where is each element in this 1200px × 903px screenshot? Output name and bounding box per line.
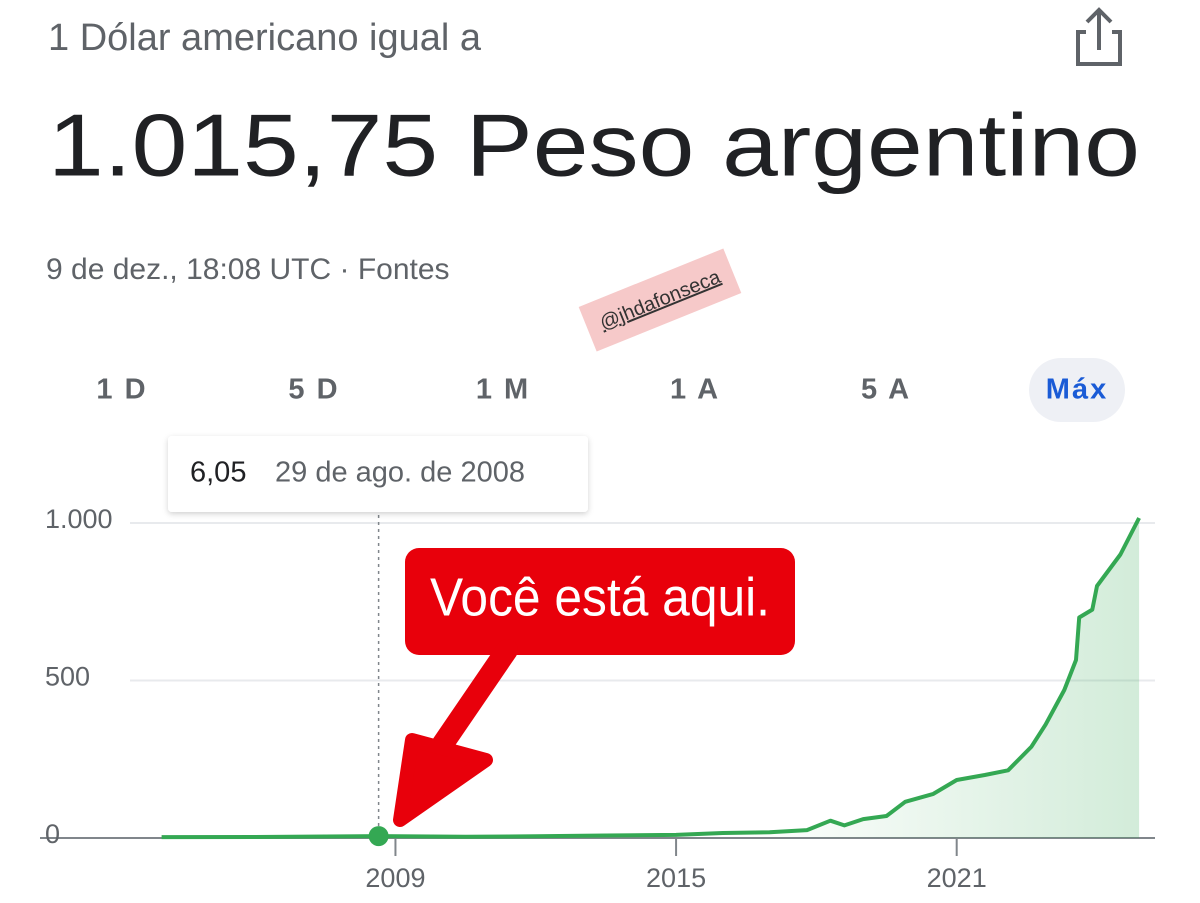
tooltip-value: 6,05 <box>190 457 246 489</box>
x-tick-label: 2015 <box>646 863 706 893</box>
watermark-bg <box>578 248 742 352</box>
y-tick-label: 500 <box>45 662 90 692</box>
arrow-head <box>393 733 493 827</box>
range-tab[interactable]: 1 D <box>96 374 147 406</box>
x-tick-label: 2021 <box>927 863 987 893</box>
range-tabs: 1 D 5 D 1 M 1 A 5 A Máx <box>96 358 1125 422</box>
annotation-group: Você está aqui. <box>393 548 795 827</box>
line <box>161 517 1141 840</box>
subtitle: 1 Dólar americano igual a <box>48 17 482 59</box>
range-tab[interactable]: 5 D <box>288 374 339 406</box>
share-button[interactable] <box>1076 7 1122 66</box>
tab-highlight <box>1029 358 1125 422</box>
tooltip <box>168 436 588 512</box>
watermark-group: @jhdafonseca <box>578 248 742 352</box>
range-tab[interactable]: 1 A <box>670 374 720 406</box>
annotation-box <box>405 548 795 655</box>
plot: 0 500 1.000 2009 2015 2021 6,05 29 de ago. de 2… <box>40 436 1155 893</box>
headline: 1.015,75 Peso argentino <box>48 95 1140 194</box>
area <box>161 518 1140 838</box>
y-tick-label: 1.000 <box>45 504 113 534</box>
range-tab[interactable]: 1 M <box>476 374 530 406</box>
range-tab[interactable]: 5 A <box>861 374 911 406</box>
y-tick-label: 0 <box>45 819 60 849</box>
timestamp[interactable]: 9 de dez., 18:08 UTC · Fontes <box>46 253 450 286</box>
tooltip-date: 29 de ago. de 2008 <box>275 457 525 489</box>
hover-point <box>368 826 389 847</box>
range-tab[interactable]: Máx <box>1046 374 1108 406</box>
annotation: Você está aqui. <box>430 567 770 627</box>
x-tick-label: 2009 <box>365 863 425 893</box>
